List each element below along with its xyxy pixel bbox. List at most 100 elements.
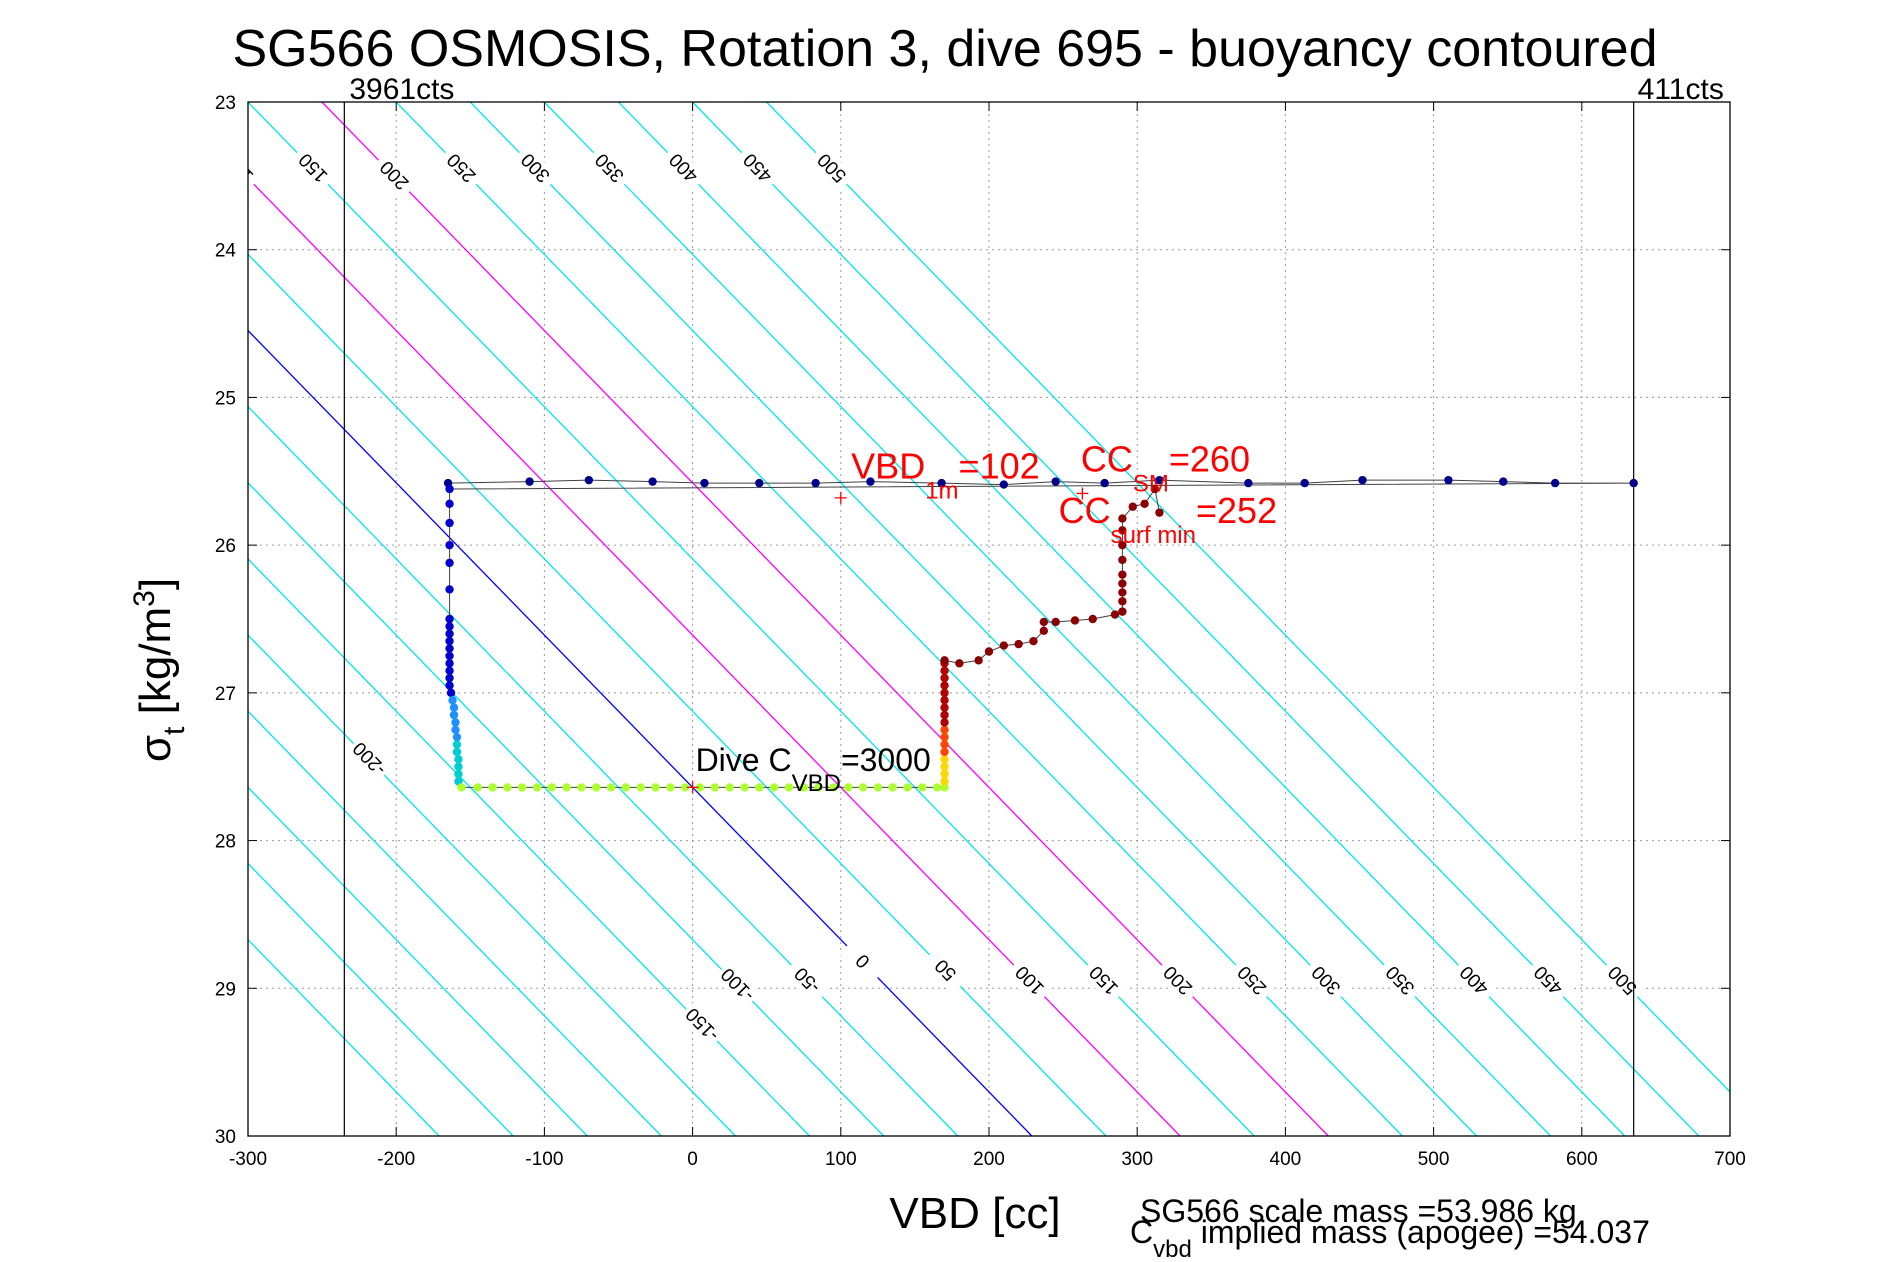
x-tick-label: 700 (1714, 1149, 1746, 1170)
vbd-limit-label: 3961cts (349, 73, 454, 106)
data-point (448, 696, 457, 705)
data-point (940, 732, 949, 742)
contour-label-bg (1228, 957, 1275, 1005)
y-tick-label: 23 (215, 93, 236, 114)
data-point (888, 783, 897, 792)
contour-label: 50 (143, 145, 173, 175)
plus-marker (1076, 487, 1089, 500)
data-point (445, 614, 454, 624)
data-point (592, 783, 601, 792)
data-point (940, 656, 949, 665)
data-point (1358, 475, 1367, 485)
data-point (1155, 475, 1164, 485)
x-tick-label: -300 (229, 1149, 267, 1170)
data-point (473, 783, 482, 792)
data-point (445, 558, 454, 568)
data-point (445, 484, 454, 494)
x-tick-label: 200 (973, 1149, 1005, 1170)
data-point (1088, 614, 1097, 624)
data-point (940, 755, 949, 764)
data-point (940, 725, 949, 734)
contour-label-bg (289, 145, 336, 192)
annotation: CCsurf min=252 (1059, 490, 1277, 549)
data-point (940, 673, 949, 683)
contour-label: -300 (0, 501, 13, 543)
data-point (454, 769, 463, 779)
data-point (1039, 626, 1049, 636)
data-point (547, 783, 557, 792)
data-point (814, 783, 823, 792)
data-point (445, 499, 454, 508)
data-point (940, 681, 949, 690)
data-point (1118, 597, 1127, 606)
contour-label-bg (53, 130, 99, 177)
data-point (1118, 540, 1127, 550)
data-point (695, 783, 705, 792)
data-series (443, 475, 1638, 792)
data-point (445, 629, 454, 638)
contour-label-bg (248, 145, 262, 192)
data-point (955, 659, 964, 668)
contour-line (248, 177, 1181, 1136)
contour-label-bg (1302, 957, 1349, 1005)
y-axis-label: σt [kg/m3] (128, 578, 191, 762)
contour-line (248, 786, 588, 1136)
data-point (940, 703, 949, 712)
contour-label-bg (0, 145, 39, 192)
data-point (1140, 499, 1149, 508)
chart-title: SG566 OSMOSIS, Rotation 3, dive 695 - bu… (232, 20, 1657, 78)
data-point (445, 540, 454, 550)
data-point (940, 718, 949, 727)
axes (247, 101, 1731, 1137)
data-point (636, 783, 645, 792)
contour-line (692, 102, 1700, 1136)
data-point (784, 783, 794, 792)
data-point (651, 783, 660, 792)
contour-line (248, 862, 514, 1136)
scale-mass-text: SG566 scale mass =53.986 kg (1140, 1193, 1577, 1229)
data-point (1118, 579, 1127, 588)
contour-label-bg (678, 1001, 725, 1049)
data-point (449, 703, 459, 712)
data-point (454, 762, 463, 771)
x-tick-label: 0 (687, 1149, 698, 1170)
data-point (940, 740, 949, 749)
data-point (445, 666, 454, 675)
data-point (445, 585, 454, 594)
data-point (725, 783, 734, 792)
data-point (940, 769, 949, 779)
data-point (1070, 616, 1080, 625)
contour-label: 100 (221, 149, 258, 186)
data-point (940, 762, 949, 771)
grid (248, 102, 1730, 1136)
data-point (829, 783, 838, 792)
y-tick-label: 27 (215, 684, 236, 705)
data-point (1629, 478, 1638, 488)
vbd-limits: 3961cts 411cts (343, 73, 1724, 1136)
data-point (844, 783, 853, 792)
data-point (1110, 610, 1120, 619)
annotation: CCSM=260 (1081, 438, 1250, 497)
data-point (1155, 508, 1164, 517)
data-point (940, 777, 949, 786)
data-point (1444, 475, 1453, 485)
x-axis-label: VBD [cc] (889, 1189, 1060, 1238)
contour-label-bg (0, 500, 14, 547)
data-point (1118, 555, 1127, 565)
contour-label-bg (585, 145, 633, 192)
data-point (1039, 617, 1049, 627)
data-point (932, 783, 942, 792)
data-point (1128, 502, 1137, 511)
data-point (457, 783, 466, 792)
data-point (1118, 588, 1127, 597)
contour-line (617, 102, 1626, 1136)
contour-label-bg (1005, 957, 1053, 1005)
data-point (445, 681, 454, 690)
contour-label-bg (713, 961, 761, 1009)
contour-line (395, 102, 1403, 1136)
data-point (454, 755, 463, 764)
data-point (452, 732, 462, 742)
data-point (940, 710, 949, 720)
